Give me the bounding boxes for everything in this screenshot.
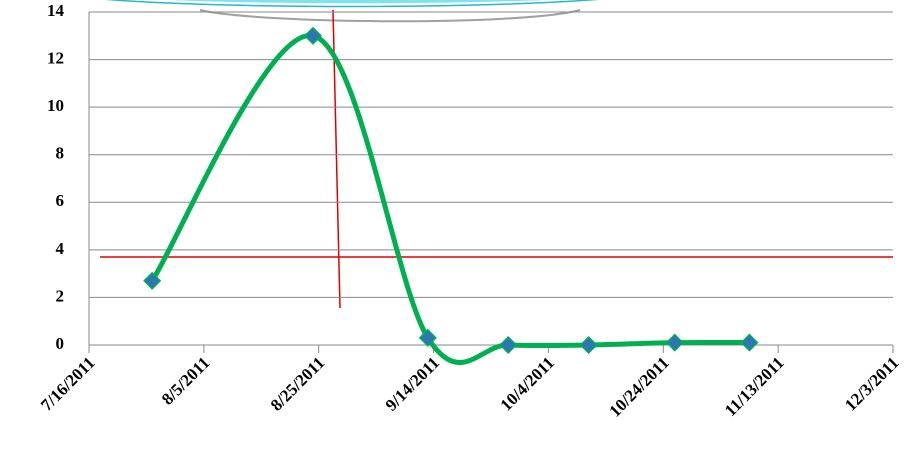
bubble-shadow — [199, 9, 581, 23]
x-tick-label: 12/3/2011 — [841, 353, 903, 415]
data-marker — [143, 271, 162, 290]
x-tick-label: 8/25/2011 — [267, 353, 329, 415]
y-tick-label: 10 — [47, 96, 64, 115]
data-marker — [740, 333, 759, 352]
decorative-bubble — [169, 0, 548, 4]
y-tick-label: 0 — [56, 334, 65, 353]
x-tick-label: 7/16/2011 — [37, 353, 99, 415]
data-marker — [579, 335, 598, 355]
y-tick-label: 12 — [47, 48, 64, 67]
y-tick-label: 4 — [56, 239, 65, 258]
x-tick-label: 10/24/2011 — [605, 353, 673, 421]
data-marker — [499, 335, 518, 355]
data-marker — [303, 26, 323, 45]
y-tick-label: 2 — [56, 286, 65, 305]
x-tick-label: 11/13/2011 — [721, 353, 788, 420]
x-tick-label: 10/4/2011 — [496, 353, 558, 415]
data-marker — [418, 328, 437, 347]
y-tick-label: 8 — [56, 144, 65, 163]
data-marker — [665, 333, 684, 352]
data-line — [150, 33, 750, 365]
y-tick-label: 14 — [47, 1, 65, 20]
x-tick-label: 8/5/2011 — [158, 353, 214, 409]
y-tick-label: 6 — [56, 191, 65, 210]
x-tick-label: 9/14/2011 — [382, 353, 444, 415]
bubble-outline — [105, 0, 599, 8]
